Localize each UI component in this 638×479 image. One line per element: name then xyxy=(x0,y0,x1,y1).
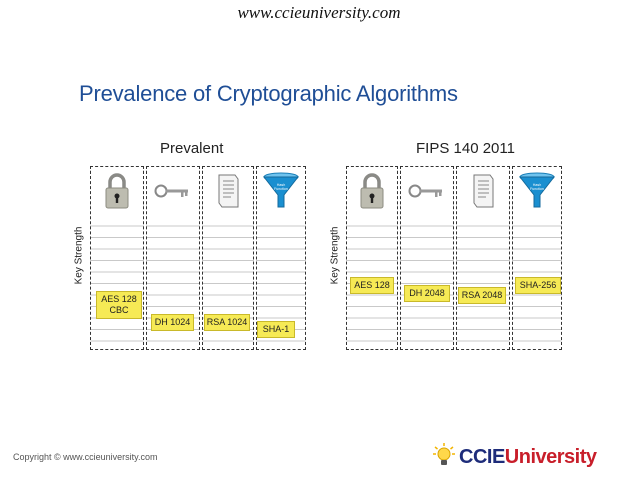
padlock-icon xyxy=(347,171,397,211)
column-rsa-fips xyxy=(456,166,510,350)
slide-title: Prevalence of Cryptographic Algorithms xyxy=(79,81,458,106)
svg-text:Hash: Hash xyxy=(277,183,285,187)
svg-text:Hash: Hash xyxy=(533,183,541,187)
site-header: www.ccieuniversity.com xyxy=(237,3,401,22)
column-aes-prevalent xyxy=(90,166,144,350)
hash-funnel-icon: Hash Function xyxy=(257,171,305,211)
tag-sha-256: SHA-256 xyxy=(515,277,561,294)
logo-university-text: University xyxy=(504,445,597,468)
svg-text:Function: Function xyxy=(530,187,544,191)
padlock-icon xyxy=(91,171,143,211)
certificate-icon xyxy=(457,171,509,211)
key-icon xyxy=(147,171,199,211)
column-sha-prevalent: Hash Function xyxy=(256,166,306,350)
tag-aes-128-cbc: AES 128 CBC xyxy=(96,291,142,319)
panel-title-prevalent: Prevalent xyxy=(160,140,224,157)
tag-sha-1: SHA-1 xyxy=(257,321,295,338)
y-axis-label-fips: Key Strength xyxy=(329,226,341,285)
key-icon xyxy=(401,171,453,211)
tag-dh-1024: DH 1024 xyxy=(151,314,194,331)
column-sha-fips: Hash Function xyxy=(512,166,562,350)
column-dh-fips xyxy=(400,166,454,350)
tag-aes-128: AES 128 xyxy=(350,277,394,294)
hash-funnel-icon: Hash Function xyxy=(513,171,561,211)
lightbulb-icon xyxy=(433,442,455,472)
ccie-university-logo: CCIEUniversity xyxy=(433,442,633,472)
svg-text:Function: Function xyxy=(274,187,288,191)
footer-copyright: Copyright © www.ccieuniversity.com xyxy=(13,452,158,462)
y-axis-label-prevalent: Key Strength xyxy=(73,226,85,285)
certificate-icon xyxy=(203,171,253,211)
column-aes-fips xyxy=(346,166,398,350)
tag-rsa-1024: RSA 1024 xyxy=(204,314,250,331)
tag-dh-2048: DH 2048 xyxy=(404,285,450,302)
panel-title-fips: FIPS 140 2011 xyxy=(416,140,515,157)
logo-ccie-text: CCIE xyxy=(459,445,505,468)
tag-rsa-2048: RSA 2048 xyxy=(458,287,506,304)
